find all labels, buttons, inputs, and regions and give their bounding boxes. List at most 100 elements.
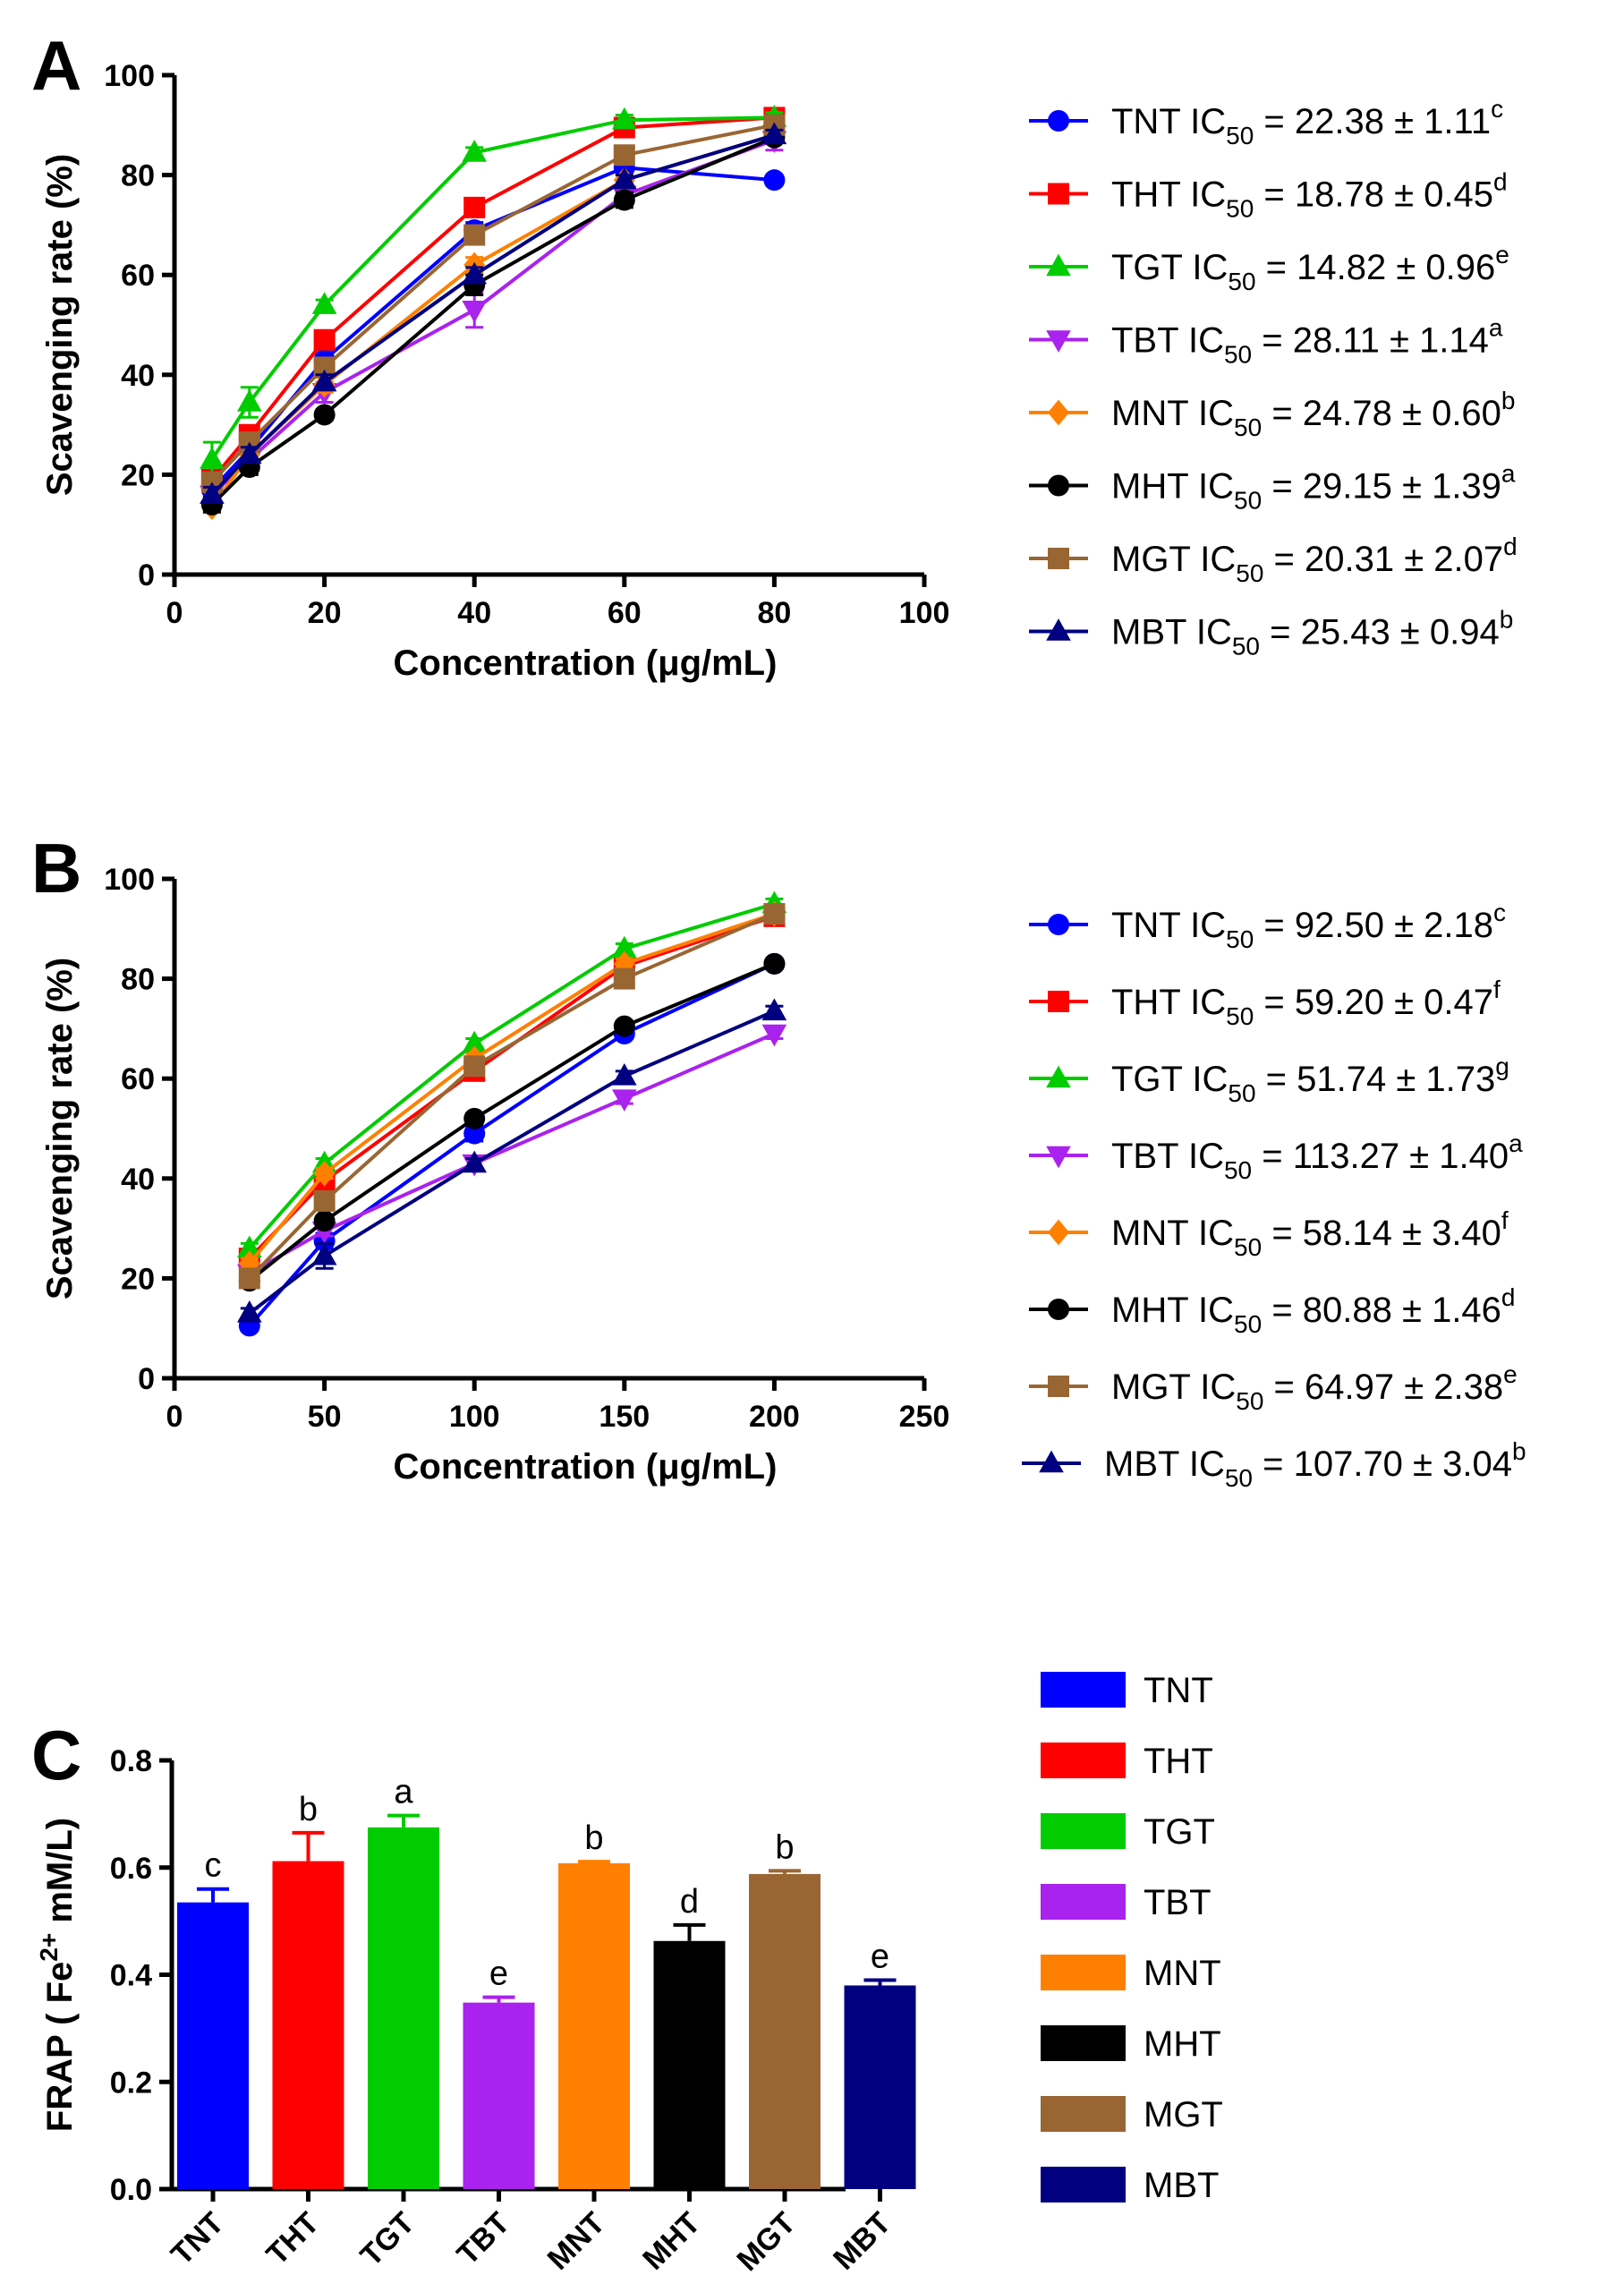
data-point xyxy=(200,481,225,504)
data-point xyxy=(313,1210,336,1232)
series-mbt xyxy=(200,122,787,504)
ic50-value: = 113.27 ± 1.40 xyxy=(1252,1137,1509,1176)
space xyxy=(1180,175,1190,215)
series-mnt xyxy=(200,122,786,521)
bar xyxy=(653,1940,726,2189)
ic50-label: IC xyxy=(1190,906,1226,945)
legend-item-mbt: MBT xyxy=(1041,2166,1219,2205)
data-point xyxy=(311,292,337,314)
legend-item-mgt: MGT xyxy=(1041,2095,1223,2134)
x-tick-label: MGT xyxy=(730,2206,802,2275)
data-point xyxy=(612,1063,637,1086)
significance-label: c xyxy=(205,1847,222,1885)
ic50-subscript: 50 xyxy=(1234,1233,1262,1261)
ic50-subscript: 50 xyxy=(1224,1156,1252,1184)
series-name: MNT xyxy=(1111,394,1188,433)
legend-item-tnt: TNT IC50 = 22.38 ± 1.11c xyxy=(1029,95,1503,149)
space xyxy=(1180,983,1190,1022)
y-axis-title-end: mM/L) xyxy=(40,1818,80,1933)
legend-item-mnt: MNT IC50 = 58.14 ± 3.40f xyxy=(1029,1206,1509,1261)
panel-c: C 0.0 0.2 0.4 0.6 0.8 FRAP ( Fe2+ mM/L) c TNT b TH… xyxy=(31,1671,1223,2275)
ic50-value: = 29.15 ± 1.39 xyxy=(1262,467,1501,507)
series-name: MBT xyxy=(1111,613,1186,652)
series-mgt xyxy=(238,903,786,1290)
space xyxy=(1188,1214,1198,1253)
legend-item-mnt: MNT IC50 = 24.78 ± 0.60b xyxy=(1029,387,1516,441)
space xyxy=(1180,102,1190,141)
data-point xyxy=(613,967,635,990)
bar-group-tnt: c TNT xyxy=(165,1847,249,2272)
x-tick-label: 20 xyxy=(308,596,342,630)
data-point xyxy=(613,1015,635,1037)
x-tick-label: TBT xyxy=(451,2206,517,2272)
significance-superscript: a xyxy=(1489,314,1503,342)
y-axis-title-main: FRAP ( Fe xyxy=(40,1962,80,2132)
space xyxy=(1190,1368,1200,1407)
legend-label: THT IC50 = 18.78 ± 0.45d xyxy=(1111,168,1508,223)
legend-marker xyxy=(1048,914,1069,935)
ic50-value: = 59.20 ± 0.47 xyxy=(1254,983,1493,1022)
series-mbt xyxy=(237,998,787,1323)
legend-swatch xyxy=(1041,2096,1126,2132)
legend-label: MHT xyxy=(1144,2024,1221,2064)
ic50-label: IC xyxy=(1190,983,1226,1022)
legend-item-mht: MHT IC50 = 29.15 ± 1.39a xyxy=(1029,460,1516,515)
significance-label: e xyxy=(489,1955,508,1993)
bar-group-tgt: a TGT xyxy=(354,1774,439,2273)
significance-superscript: b xyxy=(1512,1437,1526,1465)
data-point xyxy=(462,140,487,162)
ic50-value: = 22.38 ± 1.11 xyxy=(1254,102,1491,141)
data-point xyxy=(463,1107,486,1129)
ic50-value: = 28.11 ± 1.14 xyxy=(1252,321,1489,361)
legend-item-tgt: TGT xyxy=(1041,1812,1215,1852)
x-tick-label: 100 xyxy=(899,596,950,630)
ic50-subscript: 50 xyxy=(1224,341,1252,369)
y-tick-label: 20 xyxy=(121,458,155,492)
legend-swatch xyxy=(1041,2025,1126,2061)
y-tick-label: 100 xyxy=(104,59,155,93)
series-line xyxy=(210,133,775,508)
data-point xyxy=(313,1160,336,1187)
series-name: MHT xyxy=(1111,467,1188,507)
data-point xyxy=(313,1189,336,1212)
series-name: MGT xyxy=(1111,540,1190,579)
legend-marker xyxy=(1039,1450,1064,1473)
series-line xyxy=(210,123,775,484)
legend-label: TNT xyxy=(1144,1671,1213,1710)
data-point xyxy=(238,1267,260,1290)
legend: TNT THT TGT TBT MNT MHT MGT MBT xyxy=(1041,1671,1223,2205)
ic50-value: = 58.14 ± 3.40 xyxy=(1262,1214,1501,1253)
x-tick-label: 80 xyxy=(757,596,791,630)
y-tick-label: 40 xyxy=(121,1163,155,1197)
data-point xyxy=(200,447,225,469)
legend-item-mbt: MBT IC50 = 25.43 ± 0.94b xyxy=(1029,606,1513,660)
ic50-label: IC xyxy=(1198,394,1234,433)
ic50-value: = 80.88 ± 1.46 xyxy=(1262,1291,1501,1330)
legend-label: TBT IC50 = 113.27 ± 1.40a xyxy=(1111,1129,1523,1184)
ic50-subscript: 50 xyxy=(1234,1310,1262,1338)
legend-item-tht: THT IC50 = 59.20 ± 0.47f xyxy=(1029,976,1501,1030)
bar-group-mgt: b MGT xyxy=(730,1828,821,2275)
space xyxy=(1178,1137,1188,1176)
bar-group-mbt: e MBT xyxy=(827,1938,916,2275)
significance-label: e xyxy=(871,1938,889,1975)
legend-label: MHT IC50 = 29.15 ± 1.39a xyxy=(1111,460,1516,515)
y-tick-label: 60 xyxy=(121,1062,155,1096)
series-line xyxy=(210,166,775,491)
ic50-subscript: 50 xyxy=(1226,1002,1254,1030)
data-point xyxy=(763,903,786,925)
data-point xyxy=(463,1122,486,1145)
ic50-value: = 64.97 ± 2.38 xyxy=(1263,1368,1503,1407)
x-tick-label: 250 xyxy=(899,1400,950,1434)
y-tick-label: 80 xyxy=(121,159,155,193)
legend-marker xyxy=(1046,1146,1071,1169)
series-name: TBT xyxy=(1111,321,1178,361)
x-tick-label: TNT xyxy=(165,2206,231,2272)
data-point xyxy=(612,935,637,959)
x-tick-label: 60 xyxy=(608,596,642,630)
legend-label: THT IC50 = 59.20 ± 0.47f xyxy=(1111,976,1501,1030)
legend-item-tbt: TBT IC50 = 28.11 ± 1.14a xyxy=(1029,314,1503,369)
ic50-label: IC xyxy=(1188,1137,1224,1176)
data-point xyxy=(761,122,787,145)
